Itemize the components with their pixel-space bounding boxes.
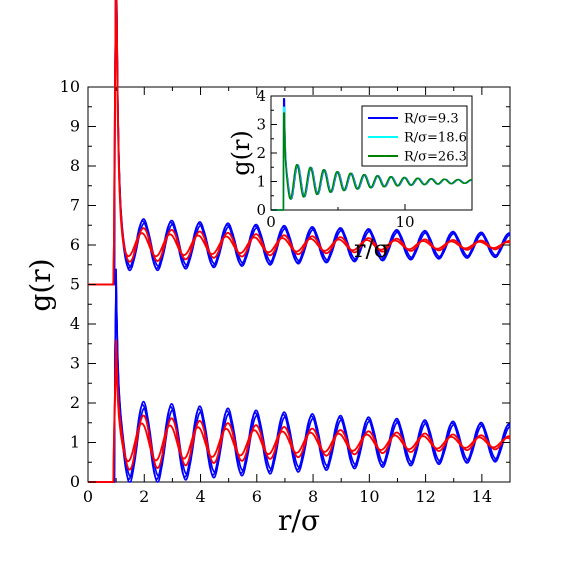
- inset-y-axis: 0 1 2 3 4: [256, 87, 277, 219]
- y-tick-label: 0: [70, 472, 80, 491]
- series-line-blue-group-1-2: [88, 280, 511, 483]
- x-tick-label: 4: [195, 487, 205, 506]
- y-tick-label: 8: [70, 156, 80, 175]
- x-tick-label: 10: [359, 487, 379, 506]
- y-tick-label: 2: [70, 393, 80, 412]
- inset-y-tick-label: 2: [256, 144, 266, 162]
- y-tick-label: 4: [70, 314, 80, 333]
- inset-x-tick-label: 10: [395, 213, 414, 231]
- series-line-red-group-1-0: [88, 339, 511, 483]
- y-tick-label: 7: [70, 196, 80, 215]
- legend-label-1: R/σ=18.6: [404, 131, 467, 146]
- inset-y-tick-label: 4: [256, 87, 266, 105]
- main-x-axis-title: r/σ: [278, 504, 320, 537]
- x-tick-label: 12: [415, 487, 435, 506]
- x-tick-label: 8: [308, 487, 318, 506]
- x-tick-label: 0: [83, 487, 93, 506]
- series-line-red-group-0-1: [88, 0, 511, 286]
- series-line-blue-group-0-0: [88, 0, 511, 286]
- y-tick-label: 6: [70, 235, 80, 254]
- x-tick-label: 6: [252, 487, 262, 506]
- x-tick-label: 14: [472, 487, 492, 506]
- series-line-red-group-0-0: [88, 0, 510, 286]
- legend-label-0: R/σ=9.3: [404, 112, 459, 127]
- inset-x-axis-title: r/σ: [354, 235, 390, 263]
- y-tick-label: 9: [70, 117, 80, 136]
- main-curves: [88, 0, 511, 483]
- y-tick-label: 3: [70, 354, 80, 373]
- series-line-blue-group-0-2: [88, 0, 511, 286]
- y-tick-label: 1: [70, 433, 80, 452]
- inset-series-line-2: [271, 112, 472, 211]
- main-y-axis-title: g(r): [24, 258, 57, 311]
- inset-y-tick-label: 0: [256, 201, 266, 219]
- legend-label-2: R/σ=26.3: [404, 150, 467, 165]
- inset-legend: R/σ=9.3 R/σ=18.6 R/σ=26.3: [361, 105, 468, 167]
- inset-x-tick-label: 0: [266, 213, 276, 231]
- series-line-blue-group-1-0: [88, 268, 511, 483]
- inset-curves: [271, 98, 472, 211]
- y-tick-label: 5: [70, 275, 80, 294]
- inset-y-tick-label: 3: [256, 116, 266, 134]
- inset-y-tick-label: 1: [256, 173, 266, 191]
- main-x-axis: 0 2 4 6 8 10 12 14: [83, 87, 511, 506]
- series-line-red-group-1-1: [88, 351, 511, 483]
- x-tick-label: 2: [139, 487, 149, 506]
- inset-x-axis: 0 10: [266, 204, 473, 231]
- y-tick-label: 10: [60, 77, 80, 96]
- inset-plot: 0 10 0 1 2 3 4 r/σ g(r) R/σ=9.3 R/σ=18.6 R/σ=26…: [227, 87, 473, 263]
- inset-y-axis-title: g(r): [227, 130, 255, 176]
